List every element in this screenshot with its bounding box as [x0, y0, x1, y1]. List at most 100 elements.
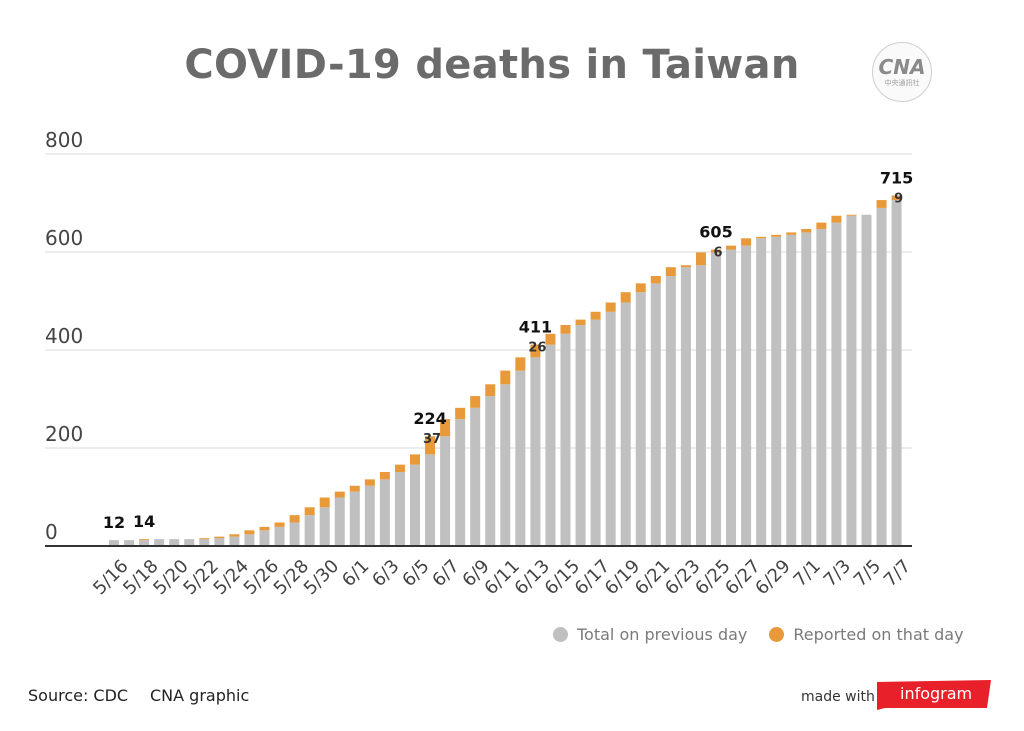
bar-previous-total	[364, 485, 375, 546]
bar-reported	[349, 485, 360, 492]
y-tick-label: 400	[45, 324, 83, 348]
bar-reported	[455, 407, 466, 420]
bar-reported	[364, 479, 375, 486]
annotation-total: 605	[699, 223, 732, 242]
bar-previous-total	[635, 292, 646, 546]
bar-previous-total	[816, 228, 827, 546]
bar-previous-total	[379, 479, 390, 546]
bar-previous-total	[786, 234, 797, 546]
bar-reported	[515, 357, 526, 371]
x-tick-label: 6/1	[338, 556, 373, 591]
legend-dot-gray	[553, 626, 568, 642]
bar-previous-total	[334, 497, 345, 546]
bar-previous-total	[515, 370, 526, 546]
chart-title: COVID-19 deaths in Taiwan	[184, 42, 800, 88]
bar-previous-total	[274, 526, 285, 546]
bar-reported	[500, 370, 511, 385]
bar-reported	[801, 228, 812, 233]
bar-previous-total	[695, 265, 706, 546]
bar-reported	[139, 539, 150, 541]
bar-previous-total	[620, 302, 631, 546]
legend-item-reported: Reported on that day	[769, 625, 964, 644]
annotation-total: 14	[133, 512, 155, 531]
bar-reported	[530, 344, 541, 358]
bar-previous-total	[229, 536, 240, 546]
made-with-text: made with	[801, 689, 875, 705]
bar-previous-total	[394, 472, 405, 546]
logo-text: CNA	[878, 55, 926, 79]
bar-previous-total	[319, 507, 330, 546]
bar-reported	[244, 530, 255, 535]
bar-reported	[394, 464, 405, 473]
x-tick-label: 6/7	[428, 556, 463, 591]
bar-reported	[635, 283, 646, 293]
bar-reported	[304, 507, 315, 516]
bar-previous-total	[801, 232, 812, 546]
bar-reported	[334, 491, 345, 498]
legend: Total on previous day Reported on that d…	[553, 620, 986, 648]
bar-previous-total	[665, 276, 676, 546]
x-tick-label: 6/5	[398, 556, 433, 591]
bar-reported	[214, 536, 225, 539]
x-tick-label: 6/29	[751, 556, 794, 599]
bar-reported	[876, 200, 887, 208]
bar-previous-total	[349, 491, 360, 546]
bar-previous-total	[425, 454, 436, 546]
bar-reported	[259, 526, 270, 531]
bar-previous-total	[410, 464, 420, 546]
bar-reported	[695, 252, 706, 266]
bar-reported	[786, 232, 797, 235]
bar-previous-total	[139, 540, 150, 546]
bar-reported	[485, 384, 496, 397]
bar-chart: 02004006008005/165/185/205/225/245/265/2…	[45, 128, 915, 599]
bar-reported	[771, 234, 782, 237]
bar-previous-total	[124, 540, 135, 546]
infogram-badge-shape	[877, 680, 991, 710]
infogram-badge[interactable]	[877, 680, 991, 710]
bar-previous-total	[741, 245, 752, 546]
bar-previous-total	[244, 534, 255, 546]
bar-reported	[831, 215, 842, 223]
bar-previous-total	[259, 530, 270, 546]
bar-reported	[289, 515, 300, 523]
bar-previous-total	[304, 515, 315, 546]
x-tick-label: 7/7	[880, 556, 915, 591]
bar-reported	[560, 325, 571, 334]
bar-reported	[741, 238, 752, 246]
legend-item-previous: Total on previous day	[553, 625, 747, 644]
bar-previous-total	[109, 540, 119, 546]
bar-previous-total	[545, 344, 556, 546]
bar-previous-total	[861, 214, 872, 546]
bar-reported	[620, 292, 631, 303]
legend-label-previous: Total on previous day	[577, 624, 748, 644]
bar-previous-total	[199, 539, 210, 546]
bar-reported	[816, 222, 827, 229]
bar-reported	[726, 245, 737, 250]
bar-previous-total	[500, 384, 511, 546]
bar-previous-total	[756, 238, 767, 546]
bar-previous-total	[711, 252, 721, 547]
y-tick-label: 600	[45, 226, 83, 250]
infogram-brand[interactable]: infogram	[900, 684, 973, 703]
credit-note: CNA graphic	[150, 686, 250, 705]
bar-reported	[891, 195, 902, 201]
x-tick-label: 6/3	[368, 556, 403, 591]
annotation-reported: 26	[528, 341, 546, 356]
legend-dot-orange	[769, 626, 785, 642]
bar-previous-total	[289, 522, 300, 546]
bar-previous-total	[440, 436, 451, 546]
bar-previous-total	[485, 396, 496, 546]
bar-reported	[274, 522, 285, 527]
bar-reported	[440, 419, 451, 437]
bar-previous-total	[470, 407, 481, 546]
bar-reported	[650, 276, 661, 284]
y-tick-label: 200	[45, 422, 83, 446]
logo-subtext: 中央通訊社	[884, 79, 920, 87]
bar-previous-total	[575, 325, 586, 546]
bar-previous-total	[455, 419, 466, 546]
bar-reported	[319, 497, 330, 508]
source-note: Source: CDC	[28, 686, 129, 705]
bar-reported	[545, 333, 556, 345]
bar-reported	[470, 396, 481, 408]
bar-previous-total	[771, 236, 782, 546]
